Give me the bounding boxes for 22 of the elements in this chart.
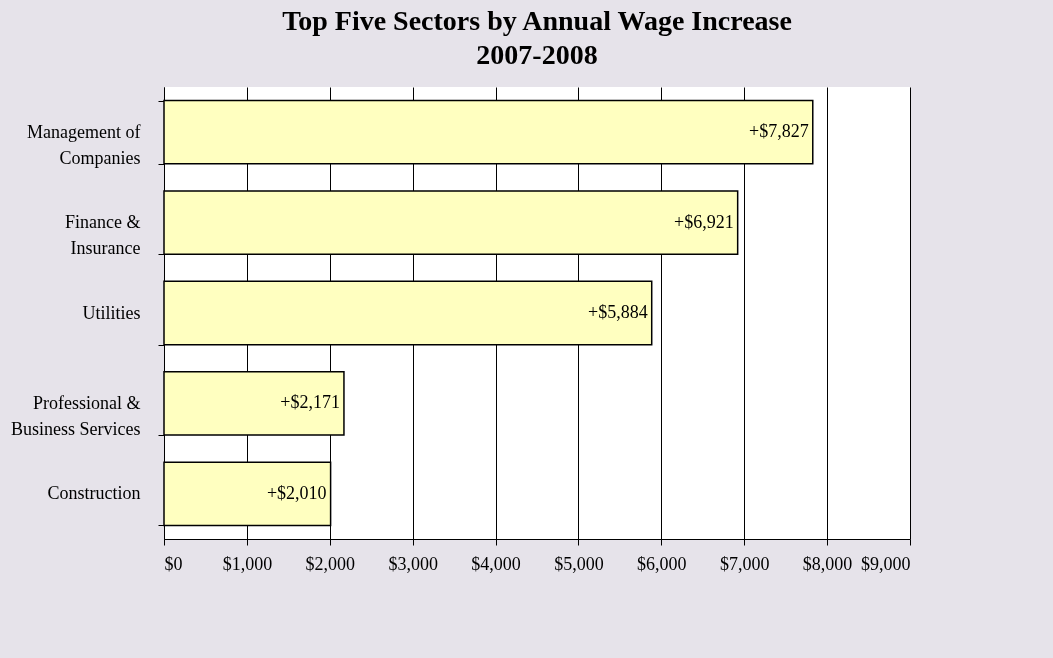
x-tick-label: $6,000 bbox=[637, 553, 687, 574]
x-tick-label: $7,000 bbox=[719, 553, 770, 574]
y-tick-label: Finance & Insurance bbox=[65, 212, 141, 259]
y-tick-label: Professional & Business Services bbox=[11, 392, 141, 439]
x-tick-label: $9,000 bbox=[861, 553, 911, 574]
data-label: +$5,884 bbox=[588, 302, 648, 322]
x-tick-label: $0 bbox=[164, 553, 183, 574]
x-tick-label: $3,000 bbox=[388, 553, 438, 574]
x-tick-label: $5,000 bbox=[554, 553, 604, 574]
chart-subtitle: 2007-2008 bbox=[476, 39, 598, 70]
data-label: +$6,921 bbox=[674, 211, 734, 232]
x-tick-label: $2,000 bbox=[305, 553, 356, 574]
data-label: +$7,827 bbox=[749, 121, 809, 142]
x-tick-label: $1,000 bbox=[222, 553, 273, 574]
chart-title: Top Five Sectors by Annual Wage Increase bbox=[282, 5, 792, 36]
y-tick-label: Management of Companies bbox=[27, 121, 141, 168]
x-tick-label: $4,000 bbox=[471, 553, 521, 574]
y-tick-label: Utilities bbox=[82, 302, 141, 323]
data-label: +$2,171 bbox=[280, 392, 340, 413]
y-tick-label: Construction bbox=[47, 483, 141, 504]
x-tick-label: $8,000 bbox=[802, 553, 853, 574]
data-label: +$2,010 bbox=[266, 482, 327, 503]
